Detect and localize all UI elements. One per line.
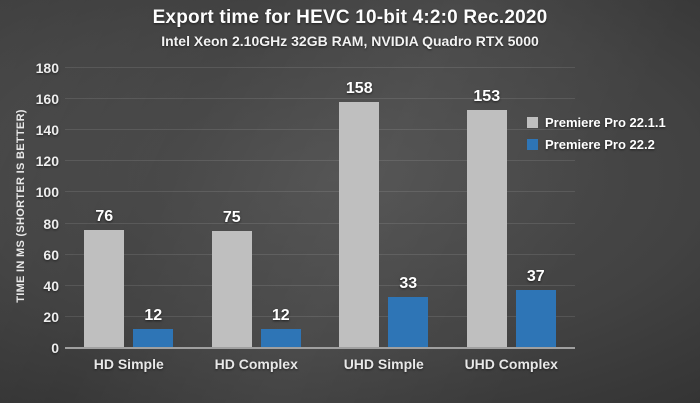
bar-value-label: 12: [271, 307, 290, 325]
plot-area: 76 12 75 12 158 33 153 37: [65, 67, 576, 349]
y-tick-label: 180: [35, 60, 59, 76]
bar-group: 76 12: [65, 68, 193, 348]
bar: 153: [466, 89, 507, 348]
chart-title: Export time for HEVC 10-bit 4:2:0 Rec.20…: [152, 7, 548, 28]
bar: 75: [211, 210, 252, 348]
bar: 33: [388, 275, 429, 348]
y-tick-label: 80: [43, 215, 59, 232]
legend-label: Premiere Pro 22.1.1: [545, 115, 666, 130]
bar-group: 75 12: [193, 68, 321, 348]
legend: Premiere Pro 22.1.1 Premiere Pro 22.2: [527, 115, 666, 159]
y-tick-label: 40: [43, 277, 59, 294]
bar-value-label: 158: [345, 80, 373, 98]
y-tick-label: 120: [35, 153, 59, 170]
gridline: [65, 129, 575, 131]
bar: 12: [133, 308, 174, 348]
chart-subtitle: Intel Xeon 2.10GHz 32GB RAM, NVIDIA Quad…: [161, 33, 539, 49]
legend-swatch: [527, 139, 538, 150]
gridline: [65, 222, 575, 224]
y-tick-label: 60: [43, 246, 59, 263]
bar: 37: [515, 269, 556, 348]
y-axis-ticks: 0 20 40 60 80 100 120 140 160 180: [0, 61, 59, 355]
y-tick-label: 20: [43, 308, 59, 325]
x-category-label: UHD Complex: [464, 356, 558, 372]
bar-value-label: 33: [399, 274, 418, 292]
legend-label: Premiere Pro 22.2: [545, 137, 655, 152]
legend-swatch: [527, 117, 538, 128]
gridline: [65, 191, 575, 193]
gridline: [65, 98, 575, 100]
bar: 76: [84, 208, 125, 348]
x-category-label: HD Simple: [93, 356, 164, 372]
bar-group: 153 37: [448, 68, 576, 348]
x-axis-labels: HD Simple HD Complex UHD Simple UHD Complex: [65, 356, 575, 376]
x-category-label: UHD Simple: [343, 356, 424, 372]
x-axis-line: [65, 347, 575, 349]
legend-item: Premiere Pro 22.2: [527, 137, 666, 152]
bar-value-label: 76: [95, 207, 114, 225]
gridline: [65, 253, 575, 255]
bar: 158: [339, 81, 380, 348]
gridline: [65, 284, 575, 286]
bar-value-label: 37: [526, 268, 545, 286]
gridline: [65, 160, 575, 162]
bar-value-label: 75: [222, 209, 241, 227]
gridline: [65, 315, 575, 317]
x-category-label: HD Complex: [214, 356, 298, 372]
legend-item: Premiere Pro 22.1.1: [527, 115, 666, 130]
y-tick-label: 140: [35, 122, 59, 139]
y-tick-label: 0: [51, 340, 59, 356]
bar-value-label: 12: [144, 307, 163, 325]
y-tick-label: 160: [35, 91, 59, 108]
y-tick-label: 100: [35, 184, 59, 201]
bar: 12: [260, 308, 301, 348]
bar-value-label: 153: [473, 88, 501, 105]
gridline: [65, 67, 575, 68]
bar-group: 158 33: [320, 68, 448, 348]
